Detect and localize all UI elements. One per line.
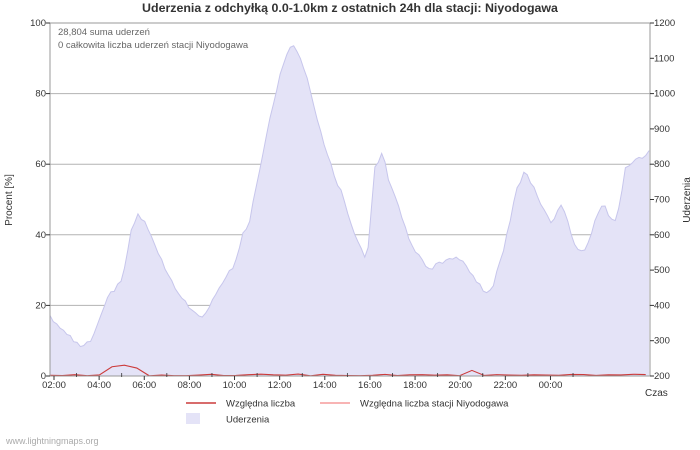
svg-text:22:00: 22:00 <box>493 380 517 391</box>
svg-text:Procent [%]: Procent [%] <box>4 174 15 226</box>
svg-text:Uderzenia z odchyłką 0.0-1.0km: Uderzenia z odchyłką 0.0-1.0km z ostatni… <box>142 1 558 15</box>
svg-text:1100: 1100 <box>654 53 674 64</box>
svg-text:600: 600 <box>654 230 670 241</box>
svg-text:10:00: 10:00 <box>223 380 247 391</box>
svg-text:900: 900 <box>654 124 670 135</box>
svg-text:18:00: 18:00 <box>403 380 427 391</box>
svg-text:www.lightningmaps.org: www.lightningmaps.org <box>5 436 99 446</box>
svg-text:500: 500 <box>654 265 670 276</box>
svg-text:1000: 1000 <box>654 89 675 100</box>
svg-text:04:00: 04:00 <box>87 380 111 391</box>
svg-text:Czas: Czas <box>645 388 668 399</box>
svg-text:1200: 1200 <box>654 18 675 29</box>
svg-text:400: 400 <box>654 300 670 311</box>
svg-text:Uderzenia: Uderzenia <box>226 415 270 426</box>
svg-text:200: 200 <box>654 371 670 382</box>
svg-text:Uderzenia: Uderzenia <box>682 177 693 223</box>
svg-text:80: 80 <box>35 89 46 100</box>
svg-text:08:00: 08:00 <box>178 380 202 391</box>
svg-text:Względna liczba: Względna liczba <box>226 399 296 410</box>
svg-text:Względna liczba stacji Niyodog: Względna liczba stacji Niyodogawa <box>360 399 509 410</box>
svg-text:0 całkowita liczba uderzeń sta: 0 całkowita liczba uderzeń stacji Niyodo… <box>58 40 249 51</box>
svg-text:28,804 suma uderzeń: 28,804 suma uderzeń <box>58 27 150 38</box>
svg-text:12:00: 12:00 <box>268 380 292 391</box>
svg-text:40: 40 <box>35 230 46 241</box>
svg-text:14:00: 14:00 <box>313 380 337 391</box>
svg-text:20:00: 20:00 <box>448 380 472 391</box>
svg-text:800: 800 <box>654 159 670 170</box>
svg-text:700: 700 <box>654 195 670 206</box>
svg-text:300: 300 <box>654 336 670 347</box>
svg-text:16:00: 16:00 <box>358 380 382 391</box>
svg-text:20: 20 <box>35 300 46 311</box>
svg-text:00:00: 00:00 <box>539 380 563 391</box>
svg-text:100: 100 <box>30 18 46 29</box>
svg-text:02:00: 02:00 <box>42 380 66 391</box>
svg-text:06:00: 06:00 <box>132 380 156 391</box>
svg-text:60: 60 <box>35 159 46 170</box>
